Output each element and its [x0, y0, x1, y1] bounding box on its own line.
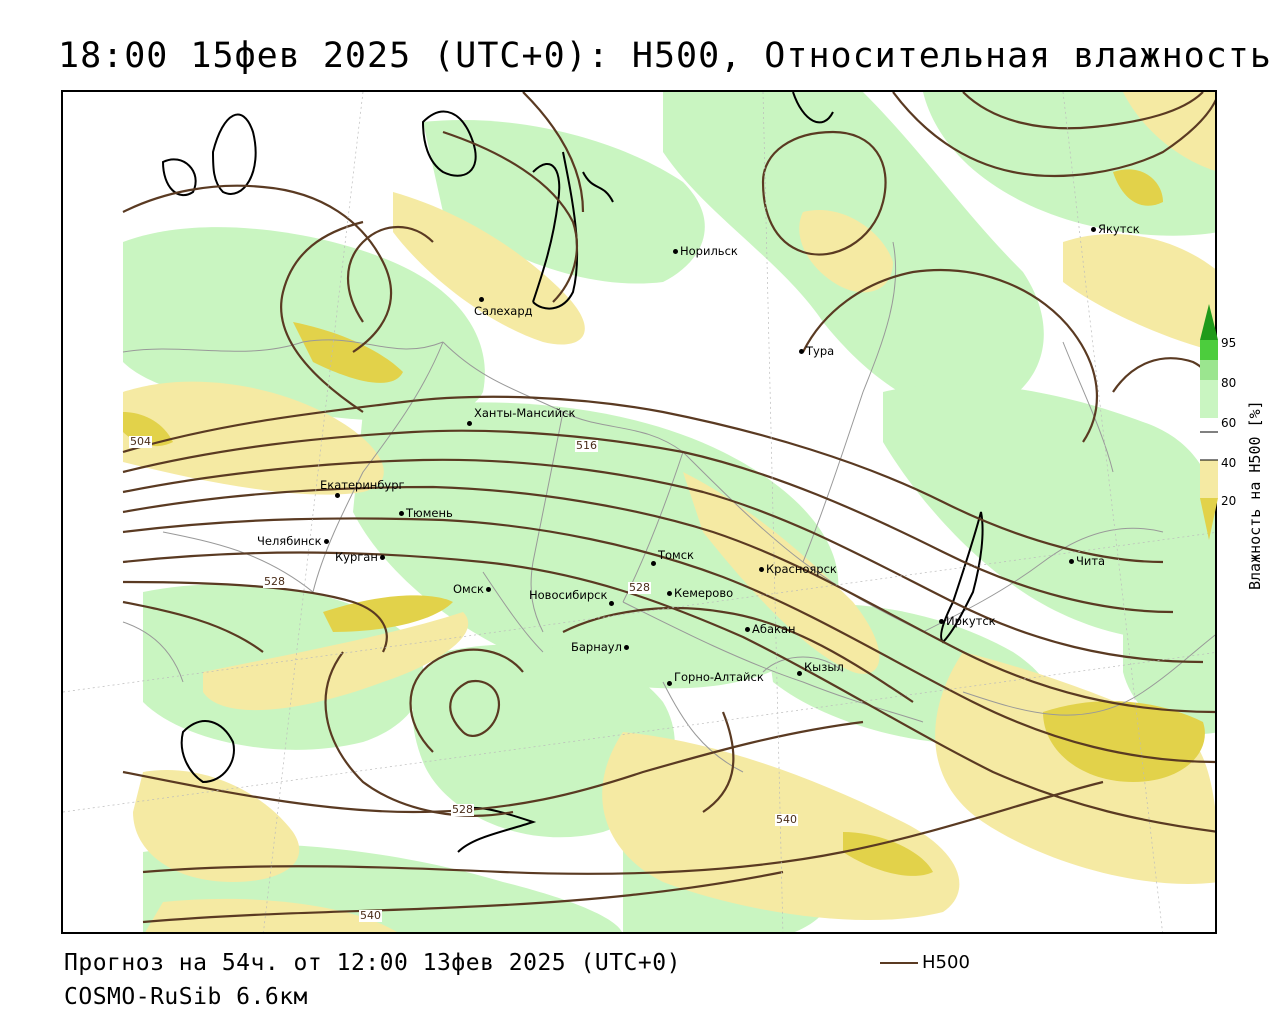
graticule: [63, 92, 1215, 932]
city-label: Тюмень: [406, 506, 453, 520]
admin-borders: [122, 241, 1215, 773]
city-label: Челябинск: [257, 534, 322, 548]
city-chita[interactable]: Чита: [1069, 554, 1105, 568]
city-krasnoyarsk[interactable]: Красноярск: [759, 562, 837, 576]
colorbar-band-80: [1200, 360, 1218, 380]
city-marker-icon: [667, 591, 672, 596]
city-kemerovo[interactable]: Кемерово: [667, 586, 733, 600]
city-label: Якутск: [1098, 222, 1140, 236]
city-tura[interactable]: Тура: [799, 344, 834, 358]
colorbar-band-20: [1200, 460, 1218, 498]
city-khanty-mansiysk[interactable]: Ханты-Мансийск: [467, 406, 575, 430]
city-label: Барнаул: [571, 640, 622, 654]
city-label: Иркутск: [946, 614, 996, 628]
city-marker-icon: [799, 349, 804, 354]
city-yakutsk[interactable]: Якутск: [1091, 222, 1140, 236]
city-abakan[interactable]: Абакан: [745, 622, 796, 636]
colorbar-bottom-arrow: [1200, 498, 1218, 540]
city-label: Красноярск: [766, 562, 837, 576]
colorbar-band-40: [1200, 418, 1218, 460]
city-marker-icon: [759, 567, 764, 572]
city-barnaul[interactable]: Барнаул: [571, 640, 631, 654]
city-omsk[interactable]: Омск: [453, 582, 493, 596]
city-marker-icon: [1069, 559, 1074, 564]
contour-legend-label: H500: [922, 952, 970, 973]
city-marker-icon: [335, 493, 340, 498]
colorbar-top-arrow: [1200, 304, 1218, 340]
city-kyzyl[interactable]: Кызыл: [797, 660, 844, 680]
city-chelyabinsk[interactable]: Челябинск: [257, 534, 331, 548]
city-tyumen[interactable]: Тюмень: [399, 506, 453, 520]
city-marker-icon: [379, 555, 385, 560]
h500-contours: [122, 92, 1215, 924]
city-marker-icon: [1091, 227, 1096, 232]
city-marker-icon: [399, 511, 404, 516]
city-label: Кызыл: [804, 660, 844, 674]
isoline-label: 528: [628, 581, 651, 594]
map-canvas: [63, 92, 1215, 932]
humidity-yellow-mid-fields: [123, 169, 1205, 876]
city-marker-icon: [797, 671, 802, 676]
colorbar-tick: 95: [1221, 336, 1237, 350]
city-label: Чита: [1076, 554, 1106, 568]
humidity-yellow-fields: [123, 92, 1215, 932]
colorbar-tick: 40: [1221, 456, 1237, 470]
city-marker-icon: [745, 627, 750, 632]
city-label: Кемерово: [674, 586, 734, 600]
city-norilsk[interactable]: Норильск: [673, 244, 738, 258]
city-label: Новосибирск: [529, 588, 608, 602]
city-label: Курган: [335, 550, 378, 564]
contour-line-swatch: [880, 962, 918, 964]
city-label: Тура: [806, 344, 835, 358]
weather-map[interactable]: 504 516 528 528 528 540 540 Норильск Яку…: [61, 90, 1217, 934]
city-irkutsk[interactable]: Иркутск: [939, 614, 996, 628]
city-marker-icon: [623, 645, 629, 650]
colorbar-tick: 20: [1221, 494, 1237, 508]
city-marker-icon: [667, 681, 672, 686]
city-marker-icon: [486, 587, 491, 592]
city-label: Норильск: [680, 244, 738, 258]
isoline-label: 504: [129, 435, 152, 448]
city-marker-icon: [939, 619, 944, 624]
colorbar-band-90: [1200, 340, 1218, 360]
city-label: Томск: [658, 548, 695, 562]
city-marker-icon: [323, 539, 329, 544]
isoline-label: 528: [263, 575, 286, 588]
city-marker-icon: [479, 297, 484, 302]
colorbar-tick: 80: [1221, 376, 1237, 390]
colorbar-tick: 60: [1221, 416, 1237, 430]
city-label: Абакан: [752, 622, 796, 636]
city-salekhard[interactable]: Салехард: [474, 292, 545, 318]
city-gorno-altaysk[interactable]: Горно-Алтайск: [667, 670, 764, 690]
model-name: COSMO-RuSib 6.6км: [64, 984, 308, 1010]
city-kurgan[interactable]: Курган: [335, 550, 387, 564]
colorbar-band-60: [1200, 380, 1218, 418]
isoline-label: 540: [359, 909, 382, 922]
city-label: Екатеринбург: [320, 478, 405, 492]
city-marker-icon: [651, 561, 656, 566]
colorbar-axis-label: Влажность на H500 [%]: [1246, 400, 1264, 590]
humidity-colorbar: [1200, 304, 1218, 540]
city-marker-icon: [673, 249, 678, 254]
isoline-label: 528: [451, 803, 474, 816]
city-label: Салехард: [474, 304, 533, 318]
isoline-label: 540: [775, 813, 798, 826]
city-tomsk[interactable]: Томск: [651, 548, 694, 570]
forecast-info: Прогноз на 54ч. от 12:00 13фев 2025 (UTC…: [64, 950, 681, 976]
city-label: Горно-Алтайск: [674, 670, 764, 684]
isoline-label: 516: [575, 439, 598, 452]
city-marker-icon: [609, 601, 615, 606]
city-label: Омск: [453, 582, 484, 596]
contour-legend: H500: [880, 952, 970, 973]
city-label: Ханты-Мансийск: [474, 406, 576, 420]
city-yekaterinburg[interactable]: Екатеринбург: [320, 478, 427, 502]
map-title: 18:00 15фев 2025 (UTC+0): H500, Относите…: [58, 36, 1272, 76]
city-marker-icon: [467, 421, 472, 426]
city-novosibirsk[interactable]: Новосибирск: [529, 588, 616, 606]
